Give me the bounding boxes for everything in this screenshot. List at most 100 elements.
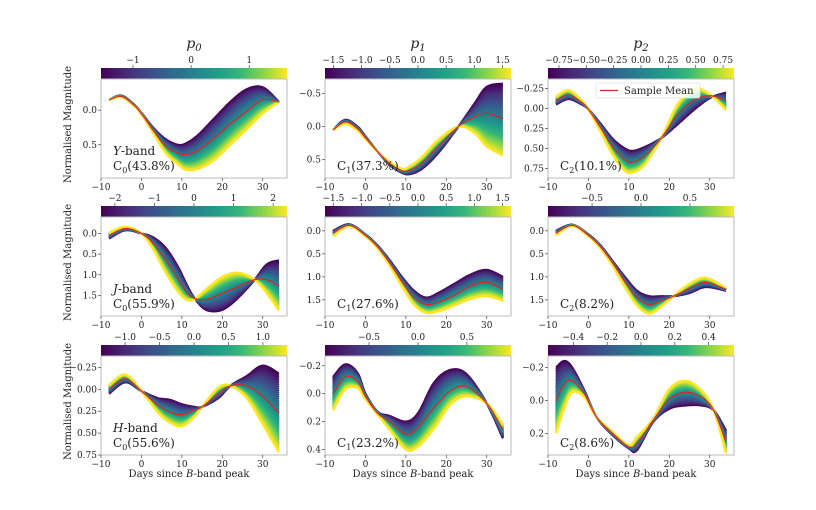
colorbar-tick-label: −1.5 (323, 194, 345, 204)
x-tick-label: 0 (363, 460, 369, 470)
sample-mean-line (555, 224, 727, 306)
colorbar-tick-label: −0.2 (596, 333, 618, 343)
y-tick-label: 0.0 (530, 397, 545, 407)
sample-mean-line (555, 379, 727, 449)
colorbar-tick-label: 0.0 (634, 333, 649, 343)
x-tick-label: 10 (176, 460, 188, 470)
sample-mean-line (332, 224, 504, 306)
y-tick-label: 0.0 (83, 106, 98, 116)
colorbar-tick-label: 1.5 (495, 194, 510, 204)
component-curve (555, 224, 727, 305)
colorbar-tick-label: 1.0 (467, 56, 482, 66)
colorbar-tick-label: 0.75 (713, 56, 733, 66)
y-tick-label: −0.5 (299, 90, 321, 100)
y-tick-label: −0.2 (522, 364, 544, 374)
y-tick-label: 0.25 (524, 125, 544, 135)
axes-frame (324, 355, 512, 456)
colorbar-tick-label: 1.5 (495, 56, 510, 66)
colorbar-tick-label: −0.5 (149, 333, 171, 343)
x-tick-label: −10 (539, 183, 558, 193)
column-titles: p0 p1 p2 (186, 36, 648, 54)
component-label: C1(27.6%) (337, 297, 399, 313)
sample-mean-line (555, 94, 727, 163)
colorbar-tick-label: 2 (270, 194, 276, 204)
y-tick-label: 1.5 (307, 296, 322, 306)
x-tick-label: 10 (400, 321, 412, 331)
x-tick-label: −10 (92, 183, 111, 193)
y-tick-label: 0.0 (307, 227, 322, 237)
legend: Sample Mean (595, 82, 701, 99)
colorbar (325, 68, 511, 79)
colorbar-tick-label: −1.0 (351, 56, 373, 66)
y-tick-label: 0.5 (530, 250, 545, 260)
colorbar (548, 206, 734, 217)
colorbar (101, 345, 287, 356)
colorbar-tick-label: 0.50 (686, 56, 706, 66)
column-title-p0: p0 (186, 36, 202, 54)
y-tick-label: 0.4 (307, 445, 322, 455)
colorbar-tick-label: 0.0 (187, 333, 202, 343)
component-curve (555, 224, 727, 303)
axes-frame (547, 355, 735, 456)
y-tick-label: 0.0 (307, 123, 322, 133)
colorbar (101, 68, 287, 79)
x-tick-label: 0 (139, 183, 145, 193)
colorbar-tick-label: −0.5 (581, 194, 603, 204)
x-axis-label: Days since B-band peak (129, 469, 251, 480)
x-tick-label: −10 (92, 321, 111, 331)
x-tick-label: 0 (139, 460, 145, 470)
x-tick-label: 10 (623, 460, 635, 470)
component-curve (555, 224, 727, 305)
colorbar (548, 68, 734, 79)
y-tick-label: 0.0 (530, 227, 545, 237)
y-tick-label: 1.0 (307, 273, 322, 283)
component-label: C0(55.9%) (113, 297, 175, 313)
component-curve (555, 224, 727, 302)
component-curve (555, 224, 727, 303)
axes-frame (324, 216, 512, 317)
x-tick-label: 30 (704, 183, 716, 193)
x-tick-label: 10 (623, 183, 635, 193)
sample-mean-line (332, 112, 504, 173)
band-label: H-band (112, 421, 158, 435)
colorbar-tick-label: 0.25 (658, 56, 678, 66)
colorbar-tick-label: −0.5 (379, 56, 401, 66)
y-tick-label: 0.5 (83, 141, 98, 151)
x-tick-label: −10 (316, 183, 335, 193)
x-tick-label: 20 (217, 183, 229, 193)
y-tick-label: −0.25 (69, 363, 97, 373)
colorbar-tick-label: 0.0 (634, 194, 649, 204)
x-tick-label: 0 (586, 460, 592, 470)
x-tick-label: 30 (481, 321, 493, 331)
y-axis-labels: Normalised Magnitude Normalised Magnitude… (63, 66, 74, 460)
y-tick-label: 0.0 (307, 390, 322, 400)
x-tick-label: 20 (217, 460, 229, 470)
x-tick-label: 30 (704, 321, 716, 331)
y-tick-label: 0.5 (307, 250, 322, 260)
x-tick-label: −10 (92, 460, 111, 470)
component-curve (555, 224, 727, 304)
y-axis-label: Normalised Magnitude (63, 66, 74, 183)
x-tick-label: 10 (176, 183, 188, 193)
variation-band (108, 85, 280, 172)
variation-band (108, 225, 280, 313)
sample-mean-line (108, 95, 279, 156)
x-tick-label: 0 (586, 183, 592, 193)
y-tick-label: 0.2 (307, 418, 321, 428)
component-curve (555, 224, 727, 315)
panel-J-band-c2: −0.5 0.0 0.5 −10 0 10 20 30 0.0 0.5 1.0 1.5 C2(8.2%) (530, 194, 735, 331)
variation-band (332, 363, 504, 452)
column-title-p1: p1 (410, 36, 425, 54)
x-tick-label: 20 (664, 183, 676, 193)
variation-band (108, 364, 280, 453)
variation-band (332, 223, 504, 315)
band-label: Y-band (113, 144, 156, 158)
component-label: C0(43.8%) (113, 159, 175, 175)
colorbar-tick-label: 0.5 (221, 333, 236, 343)
component-curve (332, 225, 504, 315)
x-tick-label: 30 (481, 183, 493, 193)
panel-H-band-c0: −1.0 −0.5 0.0 0.5 1.0 −10 0 10 20 30 −0.25 0.00 0.25… (69, 333, 288, 470)
colorbar-tick-label: 0.5 (439, 56, 454, 66)
variation-band (332, 82, 504, 176)
